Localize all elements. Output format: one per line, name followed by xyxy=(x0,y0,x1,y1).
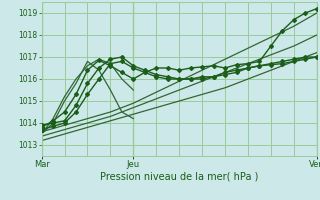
X-axis label: Pression niveau de la mer( hPa ): Pression niveau de la mer( hPa ) xyxy=(100,172,258,182)
